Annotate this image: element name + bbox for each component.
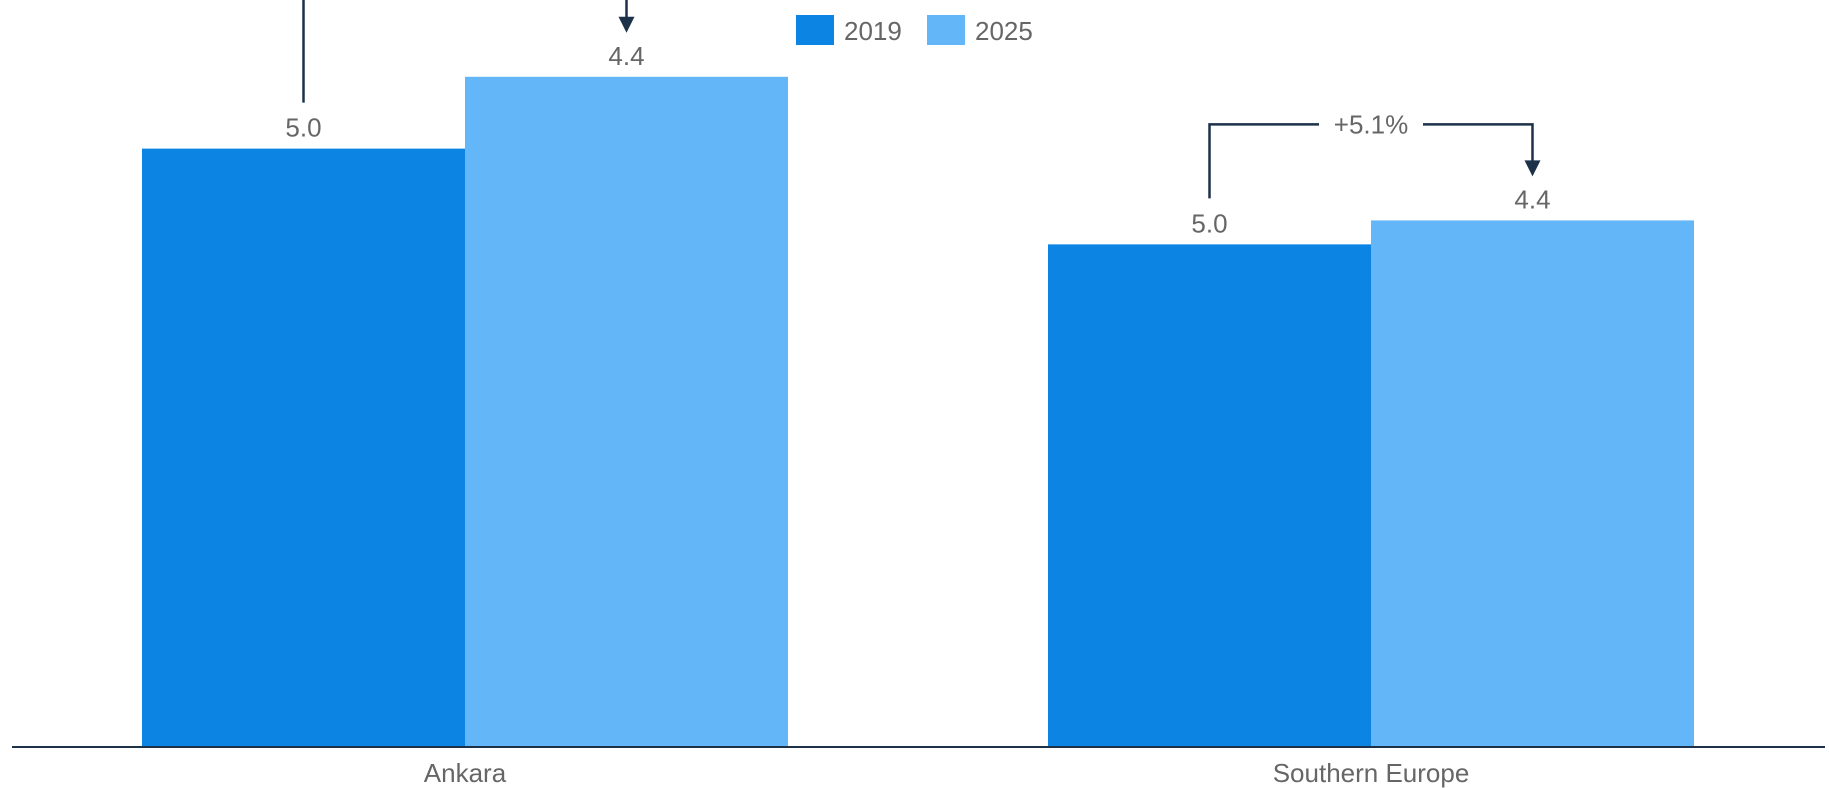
change-connector-ankara: +12.0% xyxy=(302,0,635,103)
bar-southern-europe-2025 xyxy=(1371,220,1694,747)
connector-right-line xyxy=(1423,123,1534,163)
value-label-ankara-2025: 4.4 xyxy=(608,41,644,71)
category-labels-group: Ankara Southern Europe xyxy=(424,758,1469,788)
category-label-southern-europe: Southern Europe xyxy=(1273,758,1470,788)
legend: 2019 2025 xyxy=(796,15,1033,46)
bar-ankara-2019 xyxy=(142,148,465,747)
value-labels-group: 5.0 4.4 5.0 4.4 xyxy=(285,41,1550,239)
connector-left-line xyxy=(1208,123,1319,199)
legend-label-2025: 2025 xyxy=(975,16,1033,46)
connector-arrowhead xyxy=(618,16,635,33)
connector-arrowhead xyxy=(1524,160,1541,177)
connector-left-line xyxy=(302,0,305,103)
bars-group xyxy=(142,76,1694,747)
legend-swatch-2025 xyxy=(927,15,965,45)
category-label-ankara: Ankara xyxy=(424,758,507,788)
change-connectors-group: +12.0% +5.1% xyxy=(302,0,1541,199)
value-label-ankara-2019: 5.0 xyxy=(285,113,321,143)
legend-label-2019: 2019 xyxy=(844,16,902,46)
value-label-southern-europe-2025: 4.4 xyxy=(1514,184,1550,214)
legend-swatch-2019 xyxy=(796,15,834,45)
value-label-southern-europe-2019: 5.0 xyxy=(1191,208,1227,238)
bar-ankara-2025 xyxy=(465,76,788,747)
change-connector-southern-europe: +5.1% xyxy=(1208,109,1541,199)
connector-right-line xyxy=(625,0,628,19)
bar-southern-europe-2019 xyxy=(1048,244,1371,747)
change-label-southern-europe: +5.1% xyxy=(1334,109,1408,139)
